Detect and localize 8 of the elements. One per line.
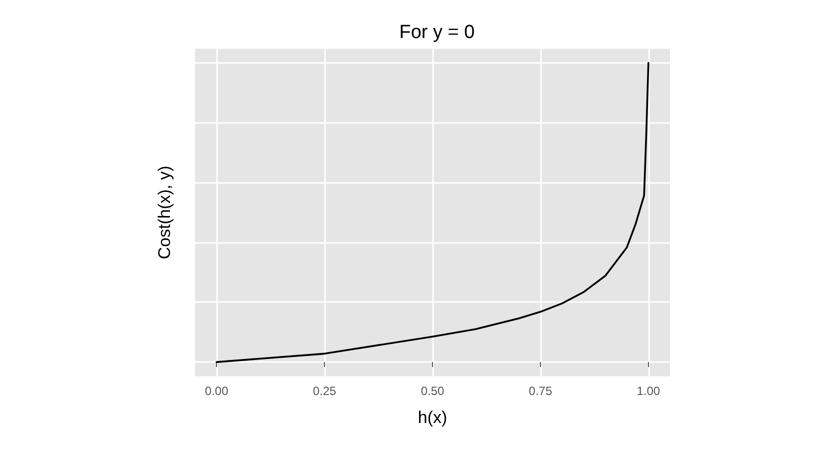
x-tick-label: 0.75 xyxy=(528,384,552,398)
x-tick-label: 0.50 xyxy=(420,384,444,398)
x-axis-title: h(x) xyxy=(418,408,448,427)
x-tick-label: 1.00 xyxy=(636,384,660,398)
x-tick-label: 0.25 xyxy=(312,384,337,398)
chart-title: For y = 0 xyxy=(399,22,475,43)
y-axis-title: Cost(h(x), y) xyxy=(155,166,174,260)
x-tick-label: 0.00 xyxy=(204,384,229,398)
